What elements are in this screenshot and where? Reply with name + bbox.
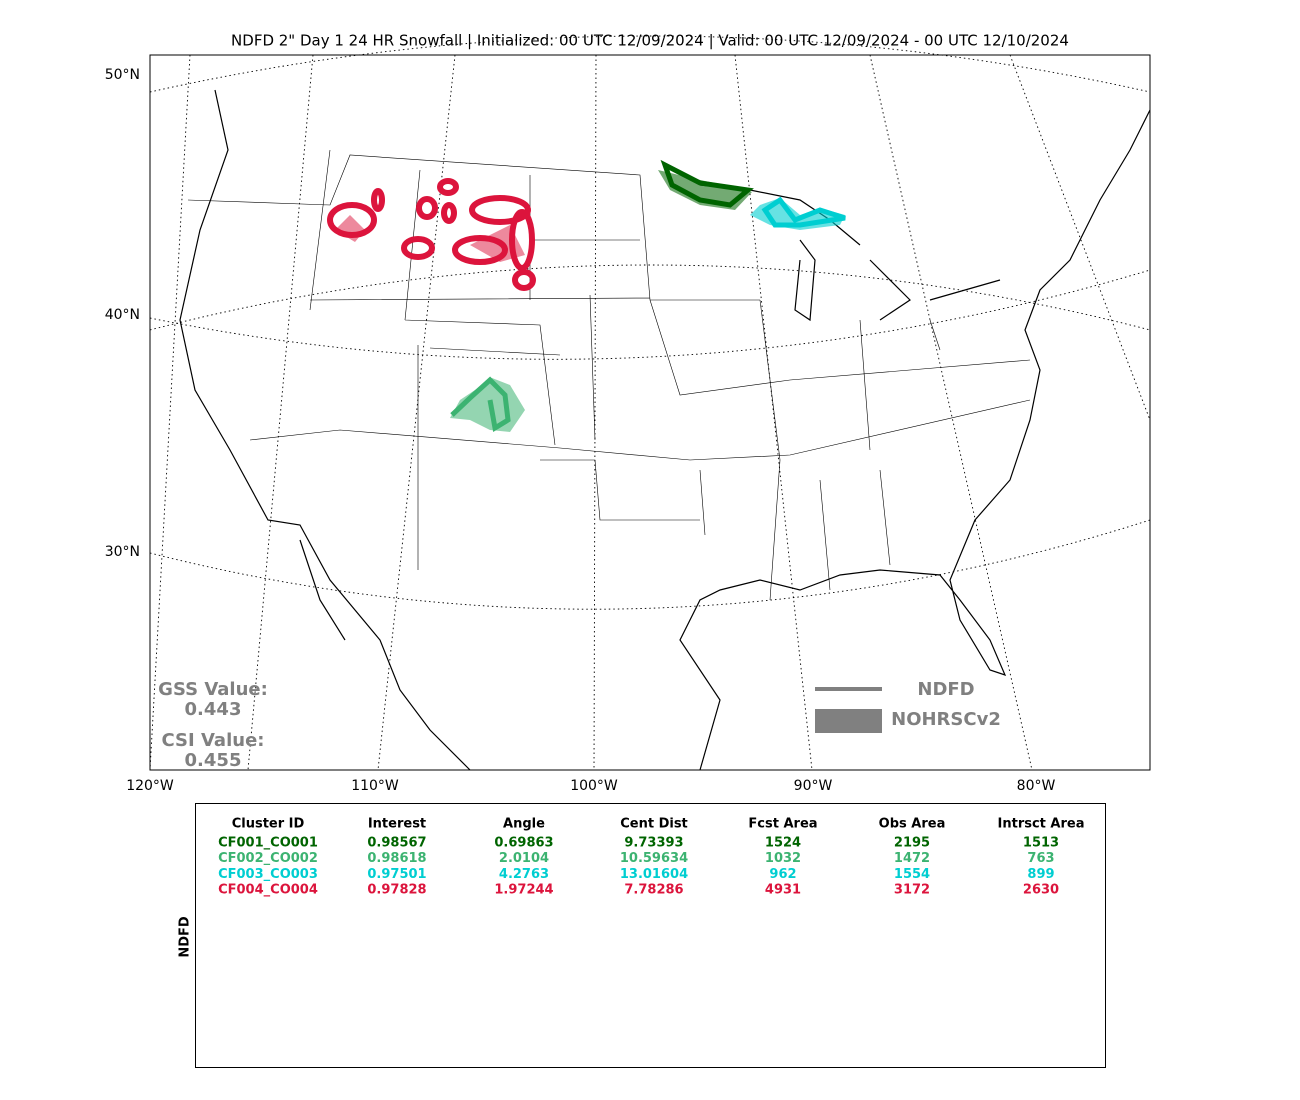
fcst-object xyxy=(450,376,511,433)
title: NDFD 2" Day 1 24 HR Snowfall | Initializ… xyxy=(231,32,1069,50)
table-cell: 3172 xyxy=(894,883,930,898)
fcst-object xyxy=(660,159,754,208)
table-side-label: NDFD xyxy=(178,916,193,958)
objects xyxy=(327,159,846,433)
table-header: Angle xyxy=(503,817,545,832)
table-cell: 1513 xyxy=(1023,836,1059,851)
lon-label: 110°W xyxy=(351,778,399,794)
obs-object xyxy=(658,170,752,210)
table-cell: 0.98567 xyxy=(367,836,426,851)
table-cell: 1554 xyxy=(894,867,930,882)
table-cell: 0.98618 xyxy=(367,851,426,866)
table: Cluster ID Interest Angle Cent Dist Fcst Are… xyxy=(218,817,1084,898)
table-cell: 0.69863 xyxy=(494,836,553,851)
map xyxy=(149,35,1151,771)
coastline xyxy=(179,89,1151,771)
table-cell: 10.59634 xyxy=(620,851,688,866)
table-cell: 899 xyxy=(1027,867,1054,882)
legend-label: NOHRSCv2 xyxy=(891,709,1001,730)
obs-object xyxy=(335,215,525,262)
lon-label: 80°W xyxy=(1017,778,1056,794)
table-cell: CF004_CO004 xyxy=(218,883,318,898)
table-cell: 13.01604 xyxy=(620,867,688,882)
lat-label: 40°N xyxy=(105,307,140,323)
table-cell: 2195 xyxy=(894,836,930,851)
table-header: Cluster ID xyxy=(232,817,305,832)
table-cell: CF003_CO003 xyxy=(218,867,318,882)
great-lakes xyxy=(699,184,1001,322)
table-cell: 0.97828 xyxy=(367,883,426,898)
table-cell: 4.2763 xyxy=(499,867,549,882)
lon-label: 100°W xyxy=(570,778,618,794)
table-cell: 1032 xyxy=(765,851,801,866)
table-frame xyxy=(195,803,1106,1068)
lat-label: 30°N xyxy=(105,544,140,560)
legend-label: NDFD xyxy=(917,679,974,700)
table-cell: 1.97244 xyxy=(494,883,553,898)
lat-labels: 50°N 40°N 30°N xyxy=(105,67,140,560)
table-cell: 1472 xyxy=(894,851,930,866)
table-cell: CF002_CO002 xyxy=(218,851,318,866)
graticule xyxy=(149,35,1151,93)
table-header: Interest xyxy=(368,817,426,832)
table-cell: CF001_CO001 xyxy=(218,836,318,851)
table-cell: 9.73393 xyxy=(624,836,683,851)
graticule xyxy=(149,519,1151,610)
table-cell: 962 xyxy=(769,867,796,882)
table-cell: 2.0104 xyxy=(499,851,549,866)
table-header: Obs Area xyxy=(879,817,946,832)
csi-value: 0.455 xyxy=(185,750,242,771)
lon-label: 90°W xyxy=(794,778,833,794)
gss-label: GSS Value: xyxy=(158,679,268,700)
gss-value: 0.443 xyxy=(185,699,242,720)
legend-fill xyxy=(815,709,882,733)
map-frame xyxy=(149,54,1151,771)
table-cell: 4931 xyxy=(765,883,801,898)
csi-label: CSI Value: xyxy=(162,730,265,751)
lon-label: 120°W xyxy=(126,778,174,794)
table-cell: 2630 xyxy=(1023,883,1059,898)
lat-label: 50°N xyxy=(105,67,140,83)
table-cell: 763 xyxy=(1027,851,1054,866)
table-cell: 1524 xyxy=(765,836,801,851)
table-header: Cent Dist xyxy=(620,817,688,832)
graticule xyxy=(149,269,1151,360)
table-cell: 0.97501 xyxy=(367,867,426,882)
table-header: Intrsct Area xyxy=(998,817,1085,832)
graticule xyxy=(149,264,1151,331)
table-cell: 7.78286 xyxy=(624,883,683,898)
lon-labels: 120°W 110°W 100°W 90°W 80°W xyxy=(126,778,1055,794)
table-header: Fcst Area xyxy=(748,817,817,832)
fcst-object xyxy=(761,196,846,228)
